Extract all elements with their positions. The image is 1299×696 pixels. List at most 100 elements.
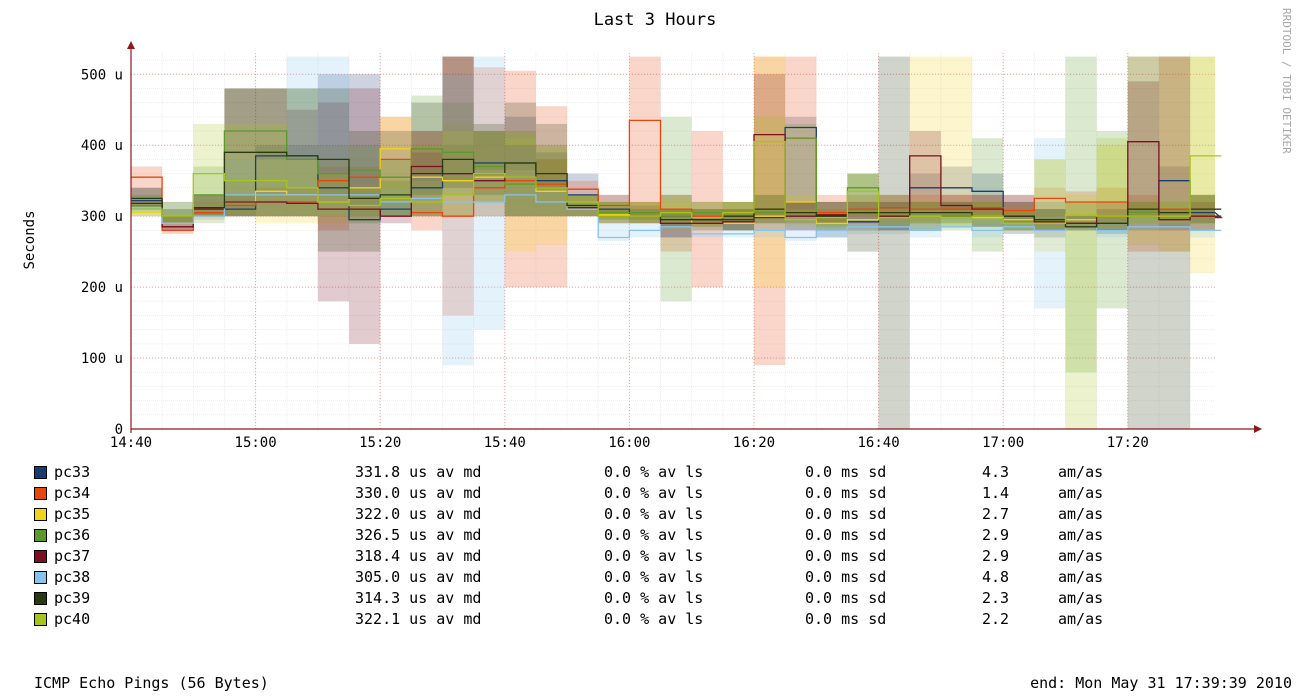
range-band-pc40 (162, 201, 194, 224)
range-band-pc35 (1096, 145, 1128, 224)
series-line-pc40 (131, 141, 1222, 224)
range-band-pc40 (785, 209, 817, 227)
legend-ratio: 2.9 (982, 547, 1010, 565)
range-band-pc34 (411, 131, 443, 231)
x-tick-label: 15:40 (484, 435, 526, 451)
legend-ratio-unit: am/as (1058, 589, 1104, 607)
legend-loss: 0.0 % av ls (604, 526, 704, 544)
range-band-pc40 (255, 123, 287, 217)
range-band-pc35 (972, 201, 1004, 227)
range-band-pc40 (1096, 138, 1128, 231)
range-band-pc34 (567, 180, 599, 217)
range-band-pc36 (785, 123, 817, 217)
legend-ratio-unit: am/as (1058, 463, 1104, 481)
range-band-pc34 (878, 194, 910, 217)
range-band-pc38 (1190, 216, 1215, 238)
range-band-pc35 (224, 180, 256, 217)
x-tick-label: 16:20 (733, 435, 775, 451)
y-axis-arrow (127, 41, 135, 49)
range-band-pc34 (131, 166, 163, 195)
minor-grid (130, 53, 1215, 430)
range-band-pc33 (847, 201, 879, 231)
range-band-pc33 (909, 173, 941, 224)
legend-loss: 0.0 % av ls (604, 463, 704, 481)
range-band-pc39 (535, 123, 568, 217)
x-tick-label: 16:00 (608, 435, 650, 451)
range-band-pc40 (1190, 56, 1215, 224)
range-band-pc33 (1096, 216, 1128, 234)
range-band-pc34 (972, 194, 1004, 217)
range-band-pc38 (785, 223, 817, 241)
range-band-pc38 (909, 209, 941, 238)
range-bands (131, 56, 1215, 429)
range-band-pc34 (1127, 194, 1159, 252)
range-band-pc40 (1034, 159, 1066, 231)
range-band-pc35 (317, 159, 350, 224)
legend-ratio-unit: am/as (1058, 610, 1104, 628)
range-band-pc33 (598, 194, 630, 213)
legend-median: 326.5 us av md (355, 526, 482, 544)
range-band-pc34 (691, 131, 723, 288)
range-band-pc33 (317, 74, 350, 195)
chart-title: Last 3 Hours (594, 10, 717, 30)
x-tick-label: 17:00 (982, 435, 1024, 451)
x-tick-label: 16:40 (858, 435, 900, 451)
range-band-pc39 (1127, 56, 1159, 429)
range-band-pc34 (442, 56, 474, 316)
range-band-pc38 (473, 56, 505, 330)
range-band-pc37 (193, 194, 225, 217)
legend-series-name: pc38 (54, 568, 91, 586)
range-band-pc34 (193, 201, 225, 220)
range-band-pc38 (878, 216, 910, 234)
range-band-pc38 (349, 145, 381, 217)
range-band-pc36 (349, 145, 381, 217)
x-tick-label: 17:20 (1107, 435, 1149, 451)
range-band-pc36 (1158, 201, 1191, 227)
range-band-pc34 (504, 70, 536, 288)
legend-loss: 0.0 % av ls (604, 547, 704, 565)
legend-loss: 0.0 % av ls (604, 589, 704, 607)
range-band-pc35 (349, 145, 381, 217)
legend-series-name: pc35 (54, 505, 91, 523)
legend-loss: 0.0 % av ls (604, 484, 704, 502)
range-band-pc38 (847, 216, 879, 234)
range-band-pc37 (972, 194, 1004, 217)
legend-ratio: 2.2 (982, 610, 1010, 628)
legend-ratio: 2.7 (982, 505, 1010, 523)
range-band-pc34 (1034, 187, 1066, 217)
range-band-pc36 (972, 138, 1004, 252)
y-tick-label: 200 u (81, 280, 123, 296)
y-tick-label: 100 u (81, 351, 123, 367)
range-band-pc36 (380, 159, 412, 217)
legend-ratio-unit: am/as (1058, 484, 1104, 502)
range-band-pc34 (847, 194, 879, 220)
range-band-pc35 (286, 159, 318, 224)
y-tick-label: 0 (115, 422, 123, 438)
x-tick-labels: 14:40 15:00 15:20 15:40 16:00 16:20 16:40 17:00… (110, 435, 1149, 451)
x-tick-label: 14:40 (110, 435, 152, 451)
range-band-pc39 (972, 201, 1004, 227)
range-band-pc34 (1003, 194, 1035, 224)
series-line-pc39 (131, 151, 1222, 228)
range-band-pc39 (473, 123, 505, 195)
range-band-pc38 (317, 56, 350, 217)
footer-end-time: end: Mon May 31 17:39:39 2010 (1030, 674, 1292, 692)
range-band-pc38 (1096, 216, 1128, 238)
y-tick-label: 300 u (81, 209, 123, 225)
y-tick-label: 500 u (81, 67, 123, 83)
range-band-pc34 (1096, 187, 1128, 224)
legend-median: 305.0 us av md (355, 568, 482, 586)
x-tick-label: 15:20 (359, 435, 401, 451)
range-band-pc34 (785, 56, 817, 217)
range-band-pc35 (1190, 56, 1215, 273)
legend-ratio: 2.3 (982, 589, 1010, 607)
axes (127, 41, 1262, 433)
legend-sd: 0.0 ms sd (805, 610, 887, 628)
range-band-pc40 (224, 123, 256, 217)
x-axis-arrow (1254, 425, 1262, 433)
range-band-pc34 (317, 166, 350, 231)
footer-title: ICMP Echo Pings (56 Bytes) (34, 674, 269, 692)
range-band-pc35 (1034, 159, 1066, 252)
legend-ratio-unit: am/as (1058, 568, 1104, 586)
legend-median: 314.3 us av md (355, 589, 482, 607)
